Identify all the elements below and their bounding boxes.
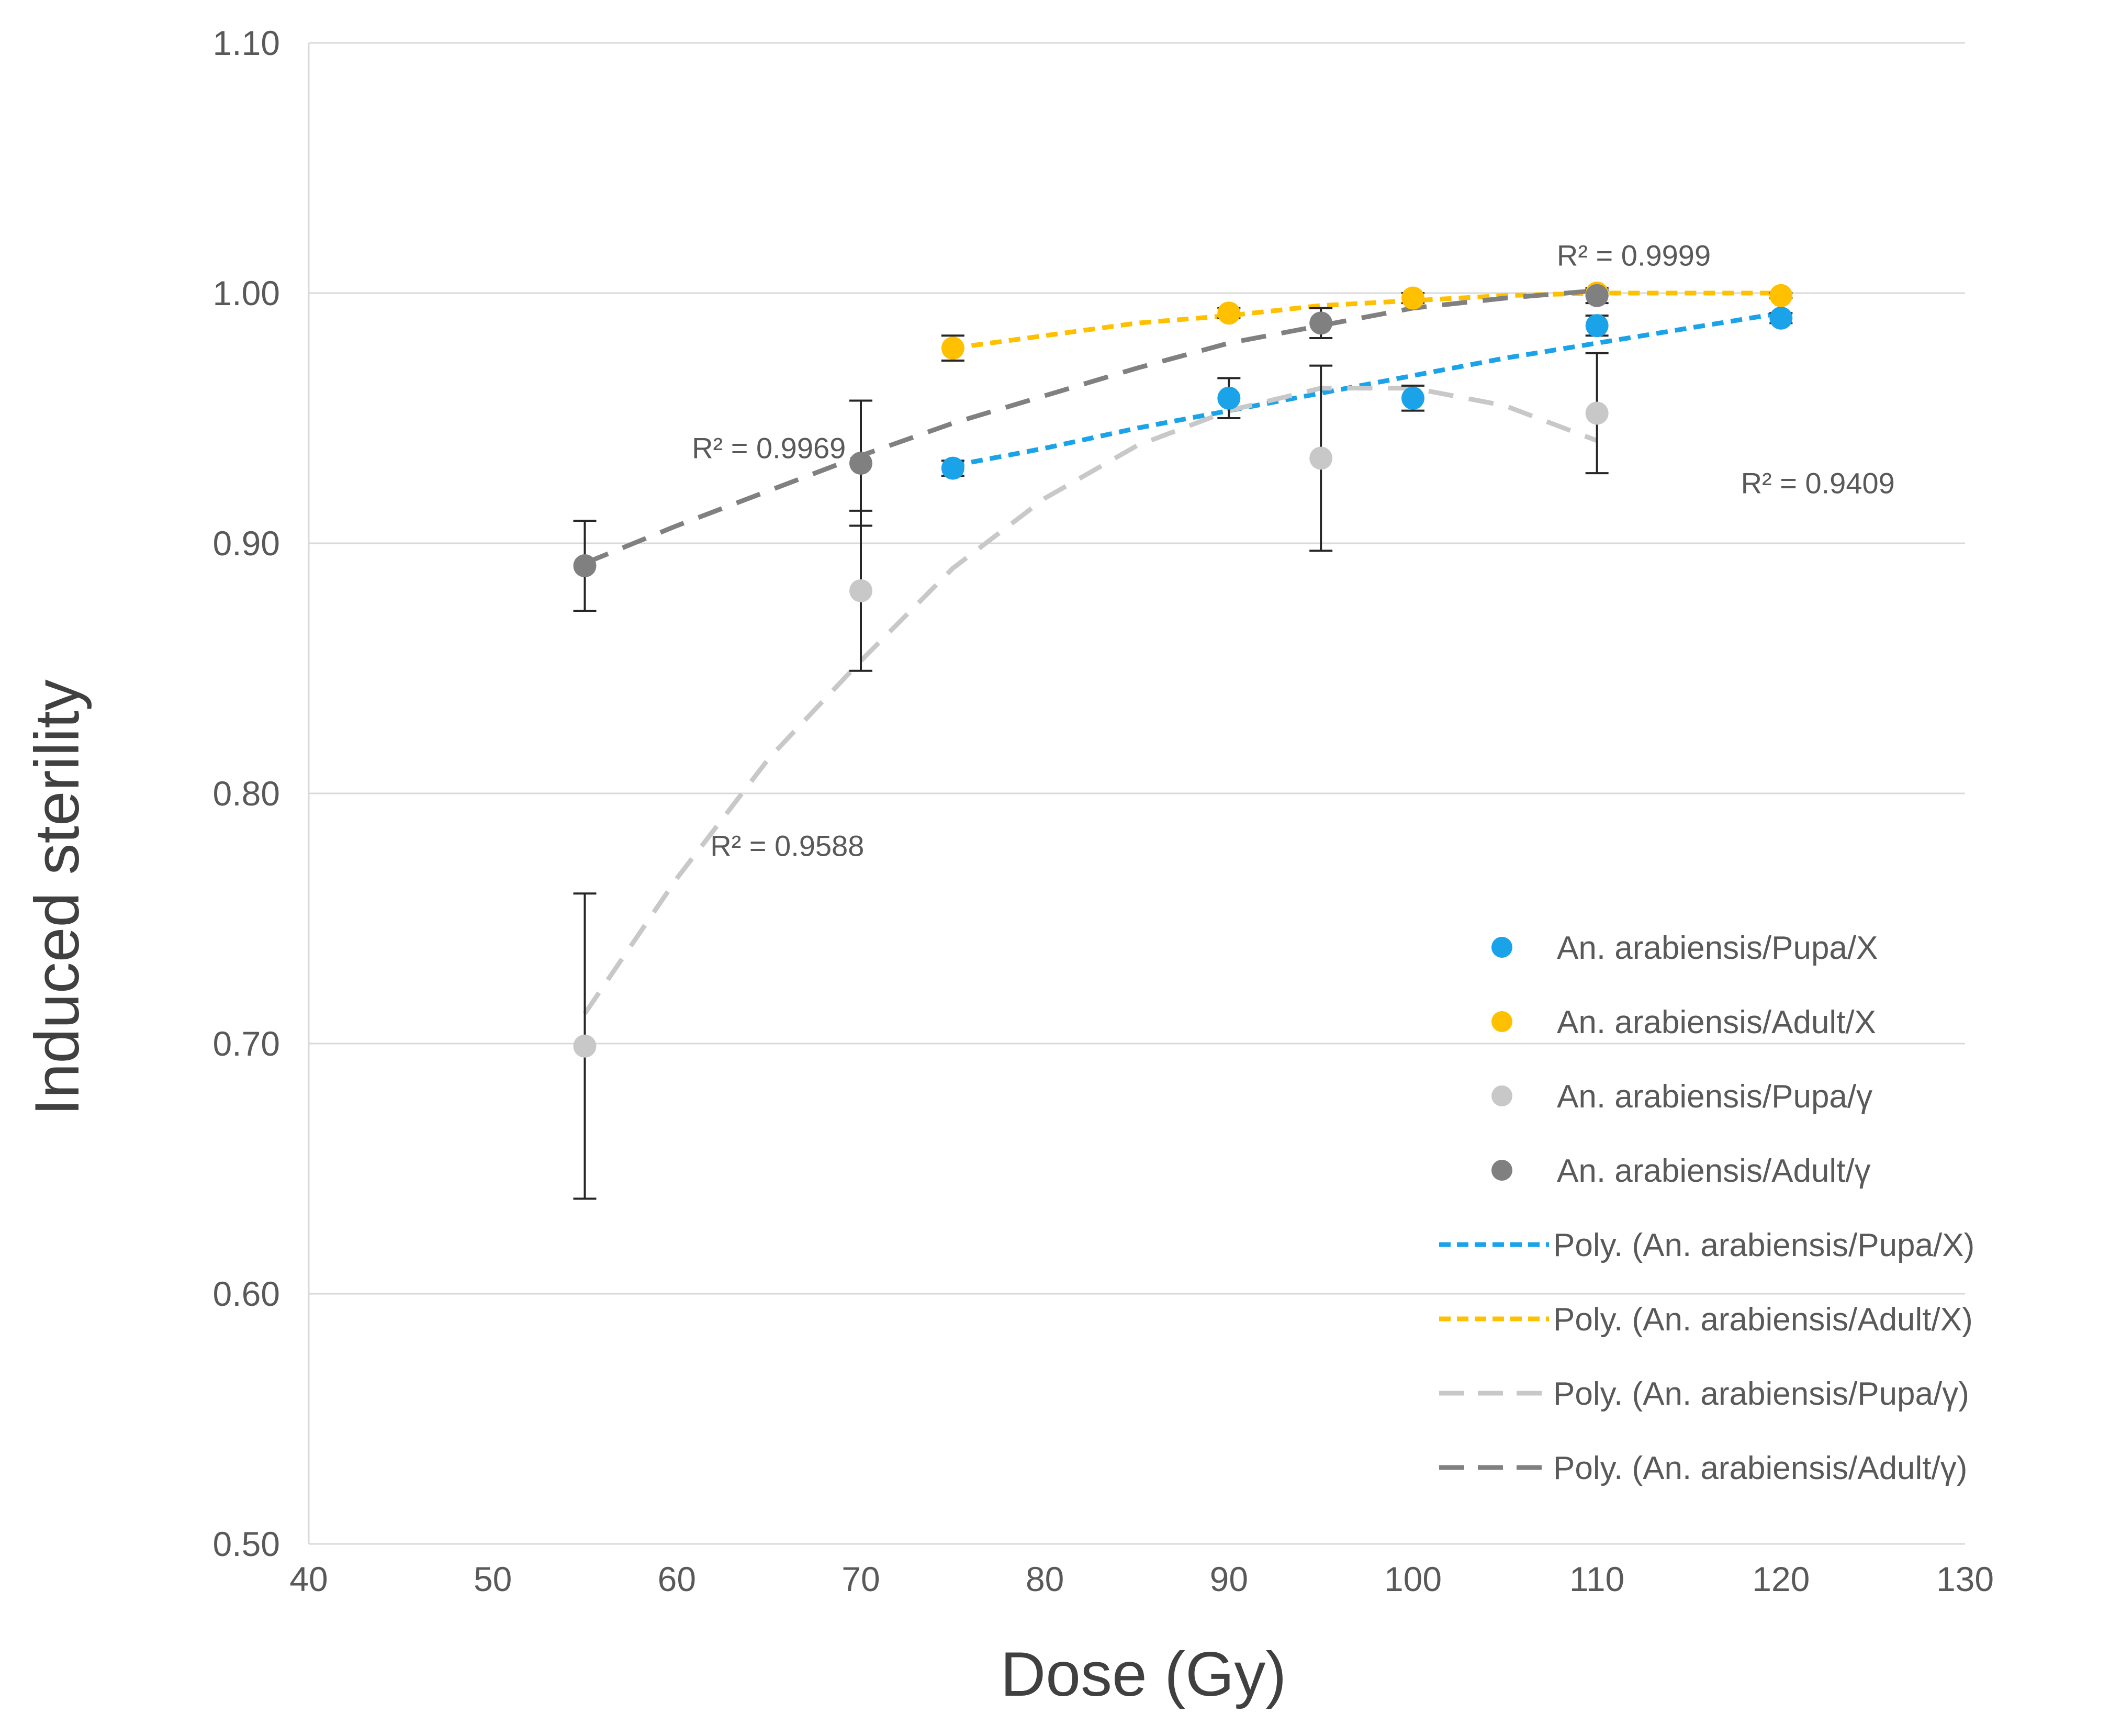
legend-marker — [1491, 937, 1512, 958]
trendline — [952, 310, 1782, 468]
legend-marker — [1491, 1085, 1512, 1106]
y-tick-label: 1.10 — [213, 24, 280, 62]
r2-annotation: R² = 0.9588 — [710, 830, 864, 863]
x-tick-label: 70 — [841, 1560, 880, 1598]
annotation-layer: R² = 0.9969 R² = 0.9999 R² = 0.9409 R² = 0.… — [692, 239, 1895, 862]
data-point — [849, 579, 872, 602]
y-tick-label: 1.00 — [213, 274, 280, 312]
legend-label: Poly. (An. arabiensis/Pupa/X) — [1553, 1227, 1974, 1263]
data-point — [1585, 314, 1609, 338]
legend-label: Poly. (An. arabiensis/Adult/X) — [1553, 1302, 1973, 1338]
y-tick-label: 0.70 — [213, 1024, 280, 1063]
x-tick-label: 40 — [289, 1560, 328, 1598]
data-point — [1769, 284, 1793, 307]
tick-label-layer: 0.50 0.60 0.70 0.80 0.90 1.00 1.10 40 50 60 70 80 90… — [213, 24, 1994, 1598]
axis-layer — [308, 43, 1965, 1545]
trendline — [582, 386, 1598, 1015]
y-tick-label: 0.80 — [213, 774, 280, 813]
legend-label: An. arabiensis/Adult/X — [1557, 1004, 1876, 1040]
y-tick-label: 0.50 — [213, 1525, 280, 1563]
x-tick-label: 60 — [658, 1560, 696, 1598]
legend-label: An. arabiensis/Pupa/X — [1557, 930, 1878, 966]
x-tick-label: 120 — [1752, 1560, 1810, 1598]
x-tick-label: 90 — [1210, 1560, 1248, 1598]
r2-annotation: R² = 0.9409 — [1741, 466, 1895, 499]
legend-label: Poly. (An. arabiensis/Pupa/γ) — [1553, 1376, 1969, 1412]
r2-annotation: R² = 0.9969 — [692, 431, 846, 464]
y-axis-title: Induced sterility — [22, 679, 92, 1116]
data-point — [941, 456, 964, 480]
data-point — [1217, 386, 1241, 410]
data-point — [1401, 286, 1424, 310]
legend-label: An. arabiensis/Adult/γ — [1557, 1153, 1871, 1189]
trendline — [952, 290, 1781, 351]
trendline — [583, 288, 1598, 566]
data-point — [1585, 284, 1609, 307]
y-tick-label: 0.60 — [213, 1274, 280, 1313]
legend-label: Poly. (An. arabiensis/Adult/γ) — [1553, 1450, 1967, 1486]
data-point — [1309, 311, 1333, 335]
data-point — [573, 554, 597, 578]
legend-label: An. arabiensis/Pupa/γ — [1557, 1079, 1872, 1115]
x-tick-label: 100 — [1384, 1560, 1442, 1598]
legend-marker — [1491, 1011, 1512, 1032]
data-point — [1769, 306, 1793, 330]
x-tick-label: 80 — [1026, 1560, 1064, 1598]
x-tick-label: 110 — [1569, 1560, 1624, 1598]
trendline-layer — [582, 288, 1782, 1015]
legend: An. arabiensis/Pupa/X An. arabiensis/Adul… — [1439, 930, 1974, 1486]
legend-marker — [1491, 1160, 1512, 1181]
point-layer — [573, 282, 1793, 1058]
r2-annotation: R² = 0.9999 — [1557, 239, 1711, 272]
data-point — [1217, 301, 1241, 325]
data-point — [941, 337, 964, 360]
x-tick-label: 130 — [1936, 1560, 1994, 1598]
y-tick-label: 0.90 — [213, 524, 280, 563]
data-point — [849, 452, 872, 475]
data-point — [1401, 386, 1424, 410]
data-point — [573, 1034, 597, 1058]
x-axis-title: Dose (Gy) — [1001, 1639, 1287, 1709]
x-tick-label: 50 — [474, 1560, 512, 1598]
data-point — [1585, 401, 1609, 425]
data-point — [1309, 446, 1333, 470]
